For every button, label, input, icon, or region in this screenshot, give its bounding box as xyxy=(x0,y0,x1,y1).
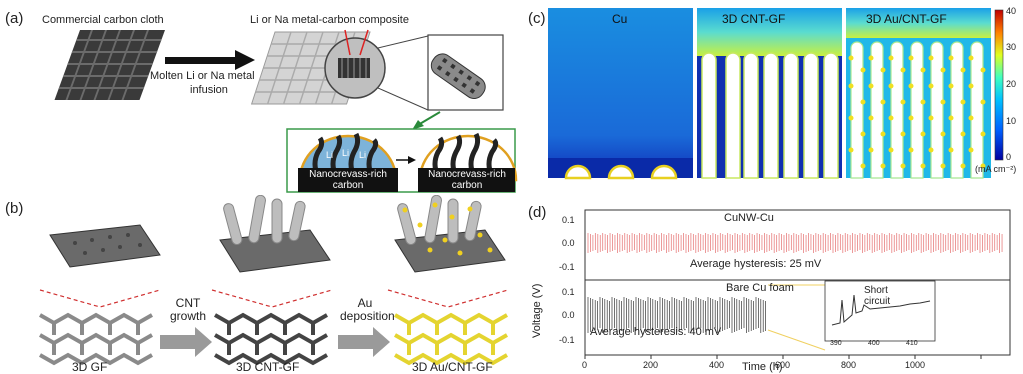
inset-annotation: Short circuit xyxy=(864,285,890,307)
colorbar xyxy=(994,9,1004,161)
nanocrevass-right-line2: carbon xyxy=(451,180,483,191)
bottom-subplot-note: Average hysteresis: 40 mV xyxy=(590,326,722,338)
bottom-subplot-title: Bare Cu foam xyxy=(726,282,794,294)
top-subplot-note: Average hysteresis: 25 mV xyxy=(690,258,822,270)
cnt-gf-lattice xyxy=(214,312,328,366)
panel-d-label: (d) xyxy=(528,204,547,221)
y-tick-top-0: 0.1 xyxy=(562,215,575,225)
inset-x-tick-400: 400 xyxy=(868,340,880,347)
nanocrevass-left-line2: carbon xyxy=(332,180,364,191)
colorbar-tick-10: 10 xyxy=(1006,116,1017,126)
inset-x-tick-410: 410 xyxy=(906,340,918,347)
x-tick-400: 400 xyxy=(709,360,725,370)
map-cu xyxy=(548,8,693,180)
map-title-cnt-gf: 3D CNT-GF xyxy=(722,12,786,26)
cnt-growth-label: CNT growth xyxy=(166,297,210,323)
bare-cu-foam-trace xyxy=(587,297,766,333)
au-deposition-label: Au deposition xyxy=(340,296,395,323)
caption-cnt-gf: 3D CNT-GF xyxy=(236,360,300,374)
nanocrevass-right xyxy=(418,132,518,192)
x-tick-0: 0 xyxy=(582,360,588,370)
green-arrow xyxy=(412,111,441,130)
cnt-gf-sheet xyxy=(219,195,331,273)
x-tick-800: 800 xyxy=(841,360,857,370)
inset-trace xyxy=(831,294,931,326)
y-axis-label: Voltage (V) xyxy=(531,283,543,338)
li-label-1: Li xyxy=(326,150,334,160)
map-title-au-cnt-gf: 3D Au/CNT-GF xyxy=(866,12,947,26)
inset-x-tick-390: 390 xyxy=(830,340,842,347)
nanocrevass-left-label: Nanocrevass-rich carbon xyxy=(300,169,396,191)
y-tick-top-1: 0.0 xyxy=(562,238,575,248)
carbon-cloth-label: Commercial carbon cloth xyxy=(42,14,164,26)
infusion-label-line1: Molten Li or Na metal xyxy=(150,70,255,82)
li-label-3: Li xyxy=(359,150,367,160)
x-tick-1000: 1000 xyxy=(905,360,926,370)
nanocrevass-right-label: Nanocrevass-rich carbon xyxy=(419,169,515,191)
colorbar-tick-40: 40 xyxy=(1006,6,1017,16)
li-label-2: Li xyxy=(342,148,350,158)
colorbar-tick-20: 20 xyxy=(1006,79,1017,89)
cunw-cu-trace xyxy=(587,233,1003,253)
nanocrevass-right-line1: Nanocrevass-rich xyxy=(428,169,506,180)
panel-a-illustration xyxy=(54,29,518,193)
au-cnt-gf-lattice xyxy=(394,312,508,366)
au-deposition-line1: Au xyxy=(357,296,373,310)
colorbar-tick-0: 0 xyxy=(1006,152,1012,162)
map-title-cu: Cu xyxy=(612,12,628,26)
x-tick-600: 600 xyxy=(775,360,791,370)
x-tick-200: 200 xyxy=(643,360,659,370)
zoom-circle xyxy=(324,29,386,99)
fiber-zoom-box xyxy=(377,34,504,111)
cnt-growth-line1: CNT xyxy=(175,296,201,310)
y-tick-bottom-1: 0.0 xyxy=(562,310,575,320)
top-subplot-title: CuNW-Cu xyxy=(724,212,774,224)
colorbar-tick-30: 30 xyxy=(1006,42,1017,52)
current-density-maps xyxy=(548,8,1004,180)
process-arrow-1 xyxy=(160,327,212,357)
panel-b-illustration xyxy=(39,195,509,366)
cnt-growth-line2: growth xyxy=(169,309,207,323)
gf-sheet xyxy=(49,224,161,268)
colorbar-unit: (mA cm⁻²) xyxy=(975,164,1017,174)
y-tick-bottom-2: -0.1 xyxy=(559,335,575,345)
map-cnt-gf xyxy=(697,8,842,179)
panel-c-label: (c) xyxy=(528,10,546,27)
panel-b-label: (b) xyxy=(5,200,24,217)
carbon-cloth-illustration xyxy=(54,30,165,100)
caption-au-cnt-gf: 3D Au/CNT-GF xyxy=(412,360,493,374)
au-cnt-gf-sheet xyxy=(394,195,506,273)
infusion-label-line2: infusion xyxy=(190,84,228,96)
nanocrevass-left xyxy=(298,132,416,192)
caption-gf: 3D GF xyxy=(72,360,108,374)
y-tick-top-2: -0.1 xyxy=(559,262,575,272)
process-arrow-2 xyxy=(338,327,390,357)
au-deposition-line2: deposition xyxy=(340,309,395,323)
composite-label: Li or Na metal-carbon composite xyxy=(250,14,409,26)
voltage-time-plot xyxy=(584,209,1011,359)
inset-annotation-line2: circuit xyxy=(864,296,891,307)
panel-a-label: (a) xyxy=(5,10,24,27)
y-tick-bottom-0: 0.1 xyxy=(562,287,575,297)
gf-lattice xyxy=(39,312,153,366)
nanocrevass-left-line1: Nanocrevass-rich xyxy=(309,169,387,180)
x-axis-label: Time (h) xyxy=(742,361,783,373)
inset-annotation-line1: Short xyxy=(864,285,888,296)
map-au-cnt-gf xyxy=(846,8,991,179)
infusion-arrow xyxy=(165,50,255,70)
